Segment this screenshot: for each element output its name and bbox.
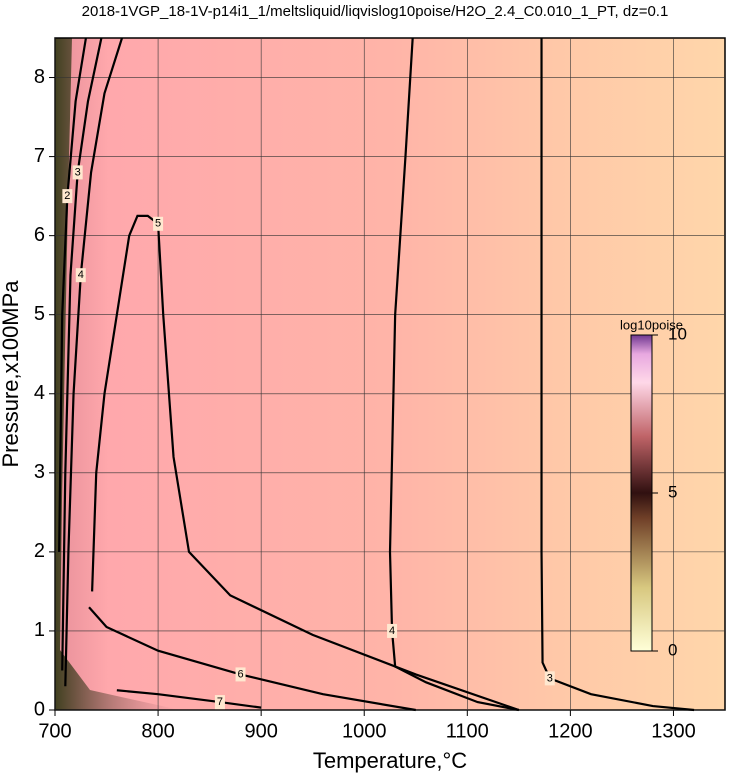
- x-tick-label: 800: [141, 720, 174, 742]
- contour-line: [61, 37, 103, 671]
- y-tick-label: 3: [34, 461, 45, 483]
- contour-label: 5: [155, 218, 161, 230]
- y-tick-label: 1: [34, 619, 45, 641]
- x-tick-label: 1300: [651, 720, 696, 742]
- contour-label-bg: [214, 695, 225, 710]
- colorbar: [630, 334, 653, 652]
- contour-line: [116, 689, 262, 709]
- x-tick-label: 700: [38, 720, 71, 742]
- contour-line: [88, 606, 416, 712]
- y-tick-label: 8: [34, 66, 45, 88]
- y-tick-label: 5: [34, 303, 45, 325]
- dark-region: [55, 38, 180, 710]
- y-tick-label: 2: [34, 540, 45, 562]
- contour-label: 3: [75, 166, 81, 178]
- x-tick-label: 900: [244, 720, 277, 742]
- y-tick-label: 0: [34, 698, 45, 720]
- colorbar-label: log10poise: [620, 317, 683, 332]
- contour-label-bg: [387, 623, 398, 638]
- contour-label: 4: [78, 269, 84, 281]
- contour-label-bg: [153, 216, 164, 231]
- colorbar-tick-label: 5: [668, 482, 677, 501]
- contour-label: 3: [547, 672, 553, 684]
- x-tick-label: 1200: [548, 720, 593, 742]
- x-tick-label: 1000: [342, 720, 387, 742]
- contour-label-bg: [235, 667, 246, 682]
- contour-label-bg: [72, 165, 83, 180]
- contour-label-bg: [544, 671, 555, 686]
- contour-label: 4: [389, 625, 395, 637]
- chart-title: 2018-1VGP_18-1V-p14i1_1/meltsliquid/liqv…: [82, 3, 669, 20]
- colorbar-tick-label: 10: [668, 324, 687, 343]
- y-tick-label: 4: [34, 382, 45, 404]
- plot-background: [55, 38, 725, 710]
- contour-label-bg: [62, 189, 73, 204]
- colorbar-tick-label: 0: [668, 640, 677, 659]
- contour-label: 2: [64, 190, 70, 202]
- contour-line: [540, 38, 695, 712]
- y-tick-label: 6: [34, 224, 45, 246]
- contour-label-bg: [75, 268, 86, 283]
- y-axis-label: Pressure,x100MPa: [0, 280, 23, 468]
- x-axis-label: Temperature,°C: [313, 748, 467, 773]
- x-tick-label: 1100: [446, 720, 489, 742]
- y-tick-label: 7: [34, 145, 45, 167]
- contour-label: 6: [237, 668, 243, 680]
- contour-label: 7: [217, 696, 223, 708]
